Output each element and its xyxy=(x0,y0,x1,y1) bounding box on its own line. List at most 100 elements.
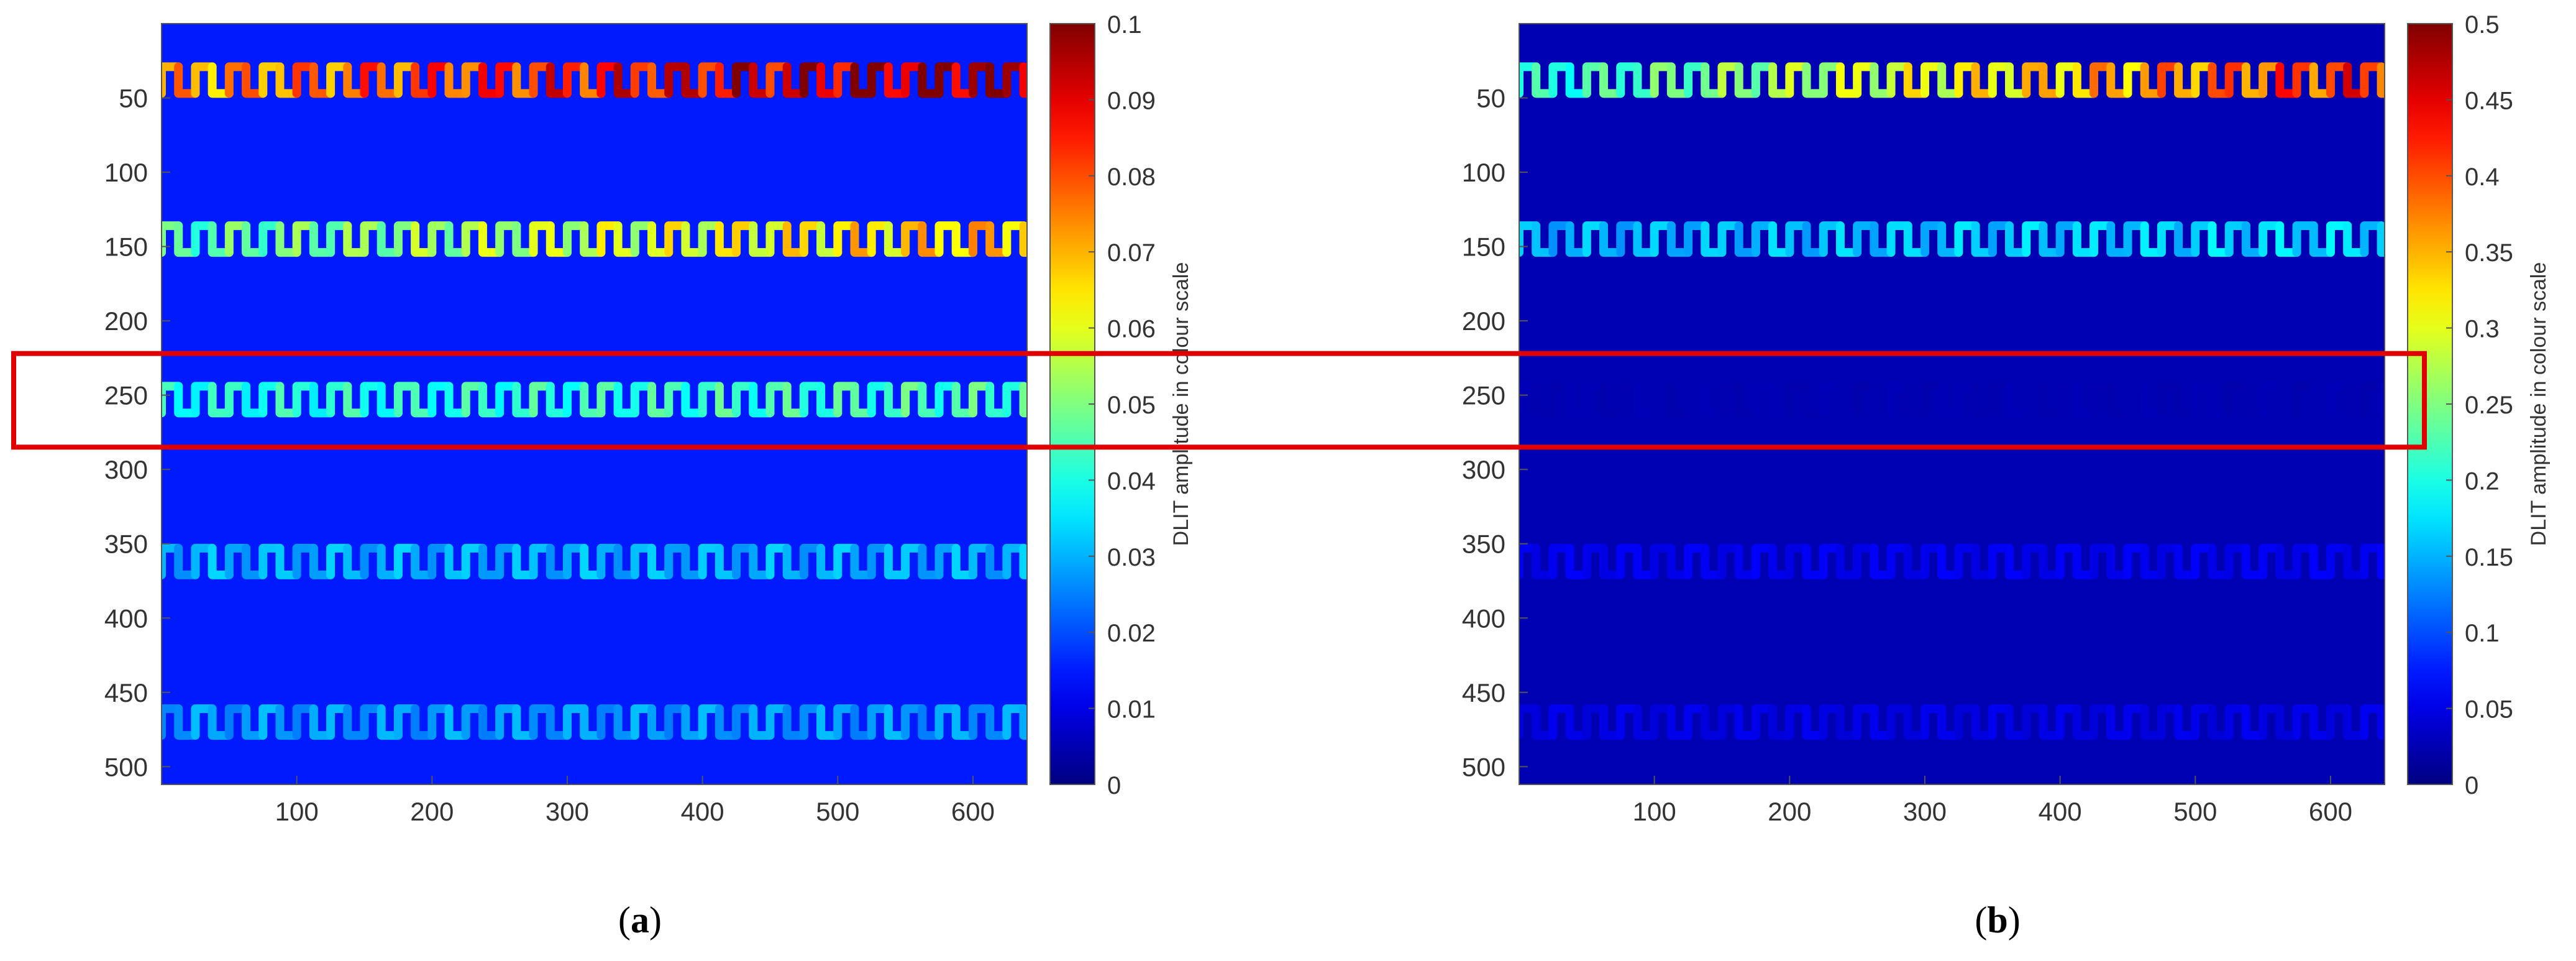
trace-segment xyxy=(309,543,336,579)
trace-segment xyxy=(1548,221,1574,257)
trace-segment xyxy=(2275,382,2301,418)
trace-segment xyxy=(1701,62,1727,98)
trace-segment xyxy=(2309,382,2335,418)
trace-segment xyxy=(2259,62,2285,98)
trace-segment xyxy=(1666,221,1693,257)
trace-segment xyxy=(529,543,555,579)
trace-segment xyxy=(512,382,538,418)
trace-segment xyxy=(1717,704,1743,740)
trace-segment xyxy=(613,221,639,257)
trace-segment xyxy=(411,543,437,579)
trace-segment xyxy=(2022,704,2048,740)
trace-segment xyxy=(2360,62,2385,98)
trace-segment xyxy=(275,704,301,740)
trace-segment xyxy=(1582,543,1609,579)
trace-segment xyxy=(985,221,1012,257)
x-tick-label: 500 xyxy=(2173,797,2217,826)
y-tick-label: 100 xyxy=(104,158,148,187)
trace-segment xyxy=(427,62,454,98)
trace-segment xyxy=(2241,221,2268,257)
colorbar xyxy=(2407,23,2453,785)
trace-segment xyxy=(1751,382,1778,418)
trace-segment xyxy=(1819,543,1845,579)
trace-segment xyxy=(1853,221,1879,257)
trace-segment xyxy=(1717,382,1743,418)
trace-segment xyxy=(2022,382,2048,418)
trace-segment xyxy=(562,543,589,579)
trace-segment xyxy=(309,704,336,740)
trace-segment xyxy=(2106,543,2132,579)
trace-segment xyxy=(1802,704,1828,740)
trace-segment xyxy=(1666,62,1693,98)
trace-segment xyxy=(1002,543,1027,579)
trace-segment xyxy=(1701,704,1727,740)
trace-segment xyxy=(427,543,454,579)
trace-segment xyxy=(2343,543,2369,579)
trace-segment xyxy=(1734,62,1760,98)
trace-segment xyxy=(529,62,555,98)
x-tick-label: 100 xyxy=(1633,797,1676,826)
trace-segment xyxy=(765,704,792,740)
trace-segment xyxy=(1717,62,1743,98)
trace-segment xyxy=(2343,62,2369,98)
trace-segment xyxy=(1768,221,1794,257)
trace-segment xyxy=(1886,543,1912,579)
trace-segment xyxy=(1565,543,1591,579)
trace-segment xyxy=(1751,704,1778,740)
trace-segment xyxy=(1785,543,1811,579)
colorbar-tick-label: 0.15 xyxy=(2465,544,2513,571)
trace-segment xyxy=(596,543,623,579)
trace-segment xyxy=(174,704,200,740)
trace-segment xyxy=(393,221,420,257)
trace-segment xyxy=(816,62,843,98)
trace-segment xyxy=(934,382,961,418)
trace-segment xyxy=(833,704,859,740)
trace-segment xyxy=(1886,221,1912,257)
trace-segment xyxy=(816,382,843,418)
trace-segment xyxy=(1684,704,1710,740)
trace-segment xyxy=(664,382,690,418)
trace-segment xyxy=(2259,543,2285,579)
trace-segment xyxy=(596,221,623,257)
trace-segment xyxy=(2090,221,2116,257)
trace-segment xyxy=(1903,382,1929,418)
trace-segment xyxy=(833,62,859,98)
trace-segment xyxy=(2377,62,2385,98)
trace-segment xyxy=(647,221,674,257)
trace-segment xyxy=(2123,62,2149,98)
trace-segment xyxy=(191,62,217,98)
trace-segment xyxy=(1532,62,1558,98)
trace-segment xyxy=(174,543,200,579)
trace-segment xyxy=(275,62,301,98)
trace-segment xyxy=(2005,62,2031,98)
colorbar-tick-label: 0.04 xyxy=(1107,467,1156,495)
panel-label: (a) xyxy=(618,899,662,940)
trace-segment xyxy=(478,221,505,257)
trace-segment xyxy=(2174,704,2200,740)
trace-segment xyxy=(2275,704,2301,740)
y-tick-label: 400 xyxy=(1462,604,1505,633)
trace-segment xyxy=(2343,704,2369,740)
trace-segment xyxy=(162,704,183,740)
trace-segment xyxy=(461,221,487,257)
trace-segment xyxy=(546,543,572,579)
trace-segment xyxy=(1988,543,2014,579)
trace-segment xyxy=(1988,382,2014,418)
trace-segment xyxy=(951,221,977,257)
trace-segment xyxy=(2360,704,2385,740)
trace-segment xyxy=(208,543,234,579)
trace-segment xyxy=(765,543,792,579)
trace-segment xyxy=(1666,543,1693,579)
trace-segment xyxy=(2292,382,2318,418)
heatmap-background xyxy=(162,24,1027,784)
trace-segment xyxy=(461,382,487,418)
trace-segment xyxy=(934,221,961,257)
y-tick-label: 450 xyxy=(104,678,148,707)
trace-segment xyxy=(681,543,707,579)
trace-segment xyxy=(2055,221,2081,257)
trace-segment xyxy=(2224,62,2250,98)
trace-segment xyxy=(326,382,352,418)
trace-segment xyxy=(461,704,487,740)
trace-segment xyxy=(630,62,656,98)
highlight-box xyxy=(11,351,2427,450)
